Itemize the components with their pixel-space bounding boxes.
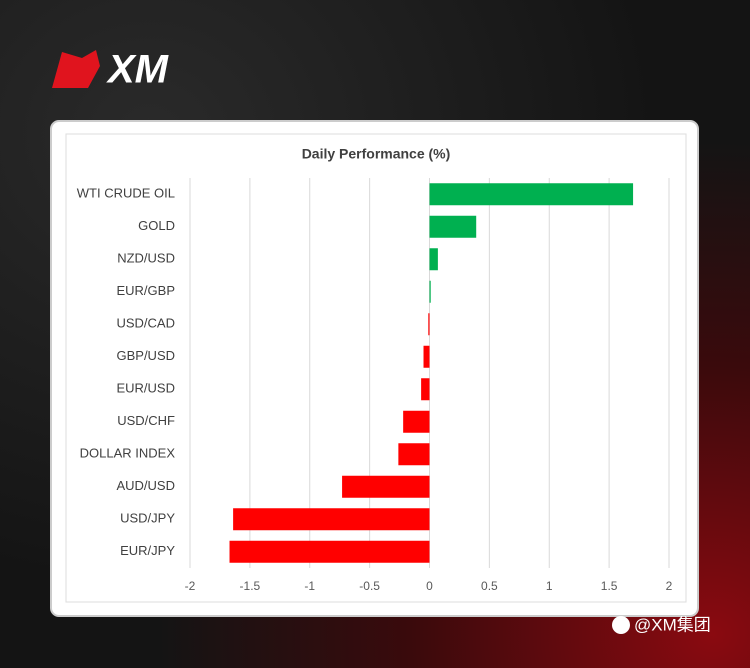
bar — [429, 183, 634, 206]
bar — [342, 475, 430, 498]
y-tick-label: AUD/USD — [116, 478, 175, 493]
y-tick-label: EUR/GBP — [116, 283, 175, 298]
y-tick-label: USD/JPY — [120, 511, 175, 526]
x-tick-label: -0.5 — [359, 579, 380, 593]
bar — [233, 508, 430, 531]
y-tick-label: GBP/USD — [116, 348, 175, 363]
bar — [229, 540, 430, 563]
bar — [429, 248, 438, 271]
bar — [423, 345, 430, 368]
x-tick-label: -2 — [185, 579, 196, 593]
x-tick-label: 0.5 — [481, 579, 498, 593]
chart-title: Daily Performance (%) — [302, 146, 451, 162]
y-tick-label: USD/CAD — [116, 316, 175, 331]
y-tick-label: WTI CRUDE OIL — [77, 186, 175, 201]
y-tick-label: EUR/JPY — [120, 543, 175, 558]
x-tick-label: 0 — [426, 579, 433, 593]
y-tick-label: USD/CHF — [117, 413, 175, 428]
footer-handle: @XM集团 — [634, 615, 711, 634]
bar — [428, 313, 430, 336]
y-tick-label: GOLD — [138, 218, 175, 233]
x-tick-label: 2 — [666, 579, 673, 593]
x-tick-label: -1 — [304, 579, 315, 593]
x-tick-label: 1 — [546, 579, 553, 593]
bar — [429, 215, 477, 238]
y-tick-label: DOLLAR INDEX — [80, 446, 176, 461]
y-tick-label: NZD/USD — [117, 251, 175, 266]
x-tick-label: -1.5 — [240, 579, 261, 593]
bar — [403, 410, 430, 433]
bar — [398, 443, 430, 466]
facebook-icon — [612, 616, 630, 634]
x-tick-label: 1.5 — [601, 579, 618, 593]
logo-mark — [52, 50, 100, 88]
bar — [429, 280, 431, 303]
bar — [421, 378, 430, 401]
y-tick-label: EUR/USD — [116, 381, 175, 396]
logo: XM — [106, 48, 170, 92]
footer: @XM集团 — [612, 615, 711, 634]
